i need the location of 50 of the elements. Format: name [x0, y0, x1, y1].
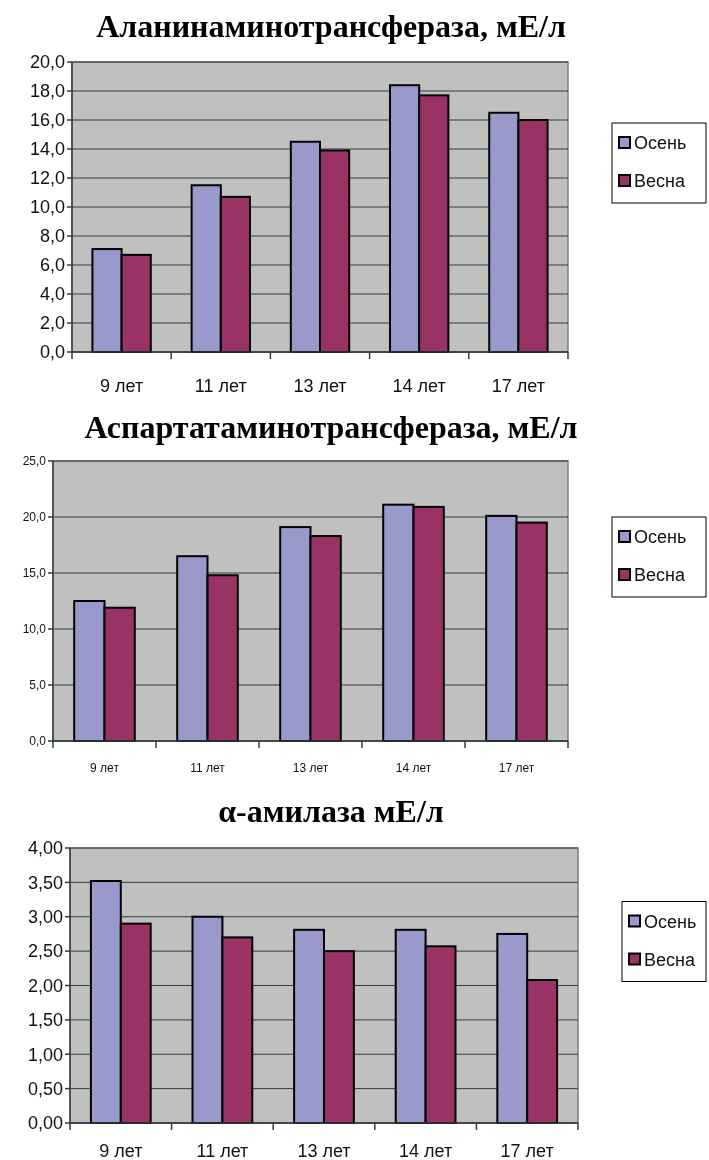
y-tick-label: 25,0: [22, 454, 47, 469]
x-tick-label: 17 лет: [491, 376, 545, 396]
y-tick-label: 20,0: [22, 510, 47, 525]
y-tick-label: 5,0: [29, 678, 47, 693]
x-tick-label: 11 лет: [194, 376, 247, 396]
y-tick-label: 12,0: [29, 168, 65, 189]
y-tick-label: 8,0: [39, 226, 65, 247]
y-tick-label: 1,50: [27, 1010, 63, 1031]
y-tick-label: 18,0: [29, 81, 65, 102]
chart-title: Аспартатаминотрансфераза, мЕ/л: [84, 409, 578, 445]
x-tick-label: 14 лет: [392, 376, 446, 396]
y-tick-label: 3,00: [27, 907, 63, 928]
x-tick-label: 11 лет: [190, 761, 226, 775]
y-tick-label: 10,0: [22, 622, 47, 637]
y-tick-label: 2,0: [39, 313, 65, 334]
legend-label: Весна: [644, 949, 696, 970]
x-tick-label: 13 лет: [293, 376, 347, 396]
y-tick-label: 4,00: [27, 838, 63, 859]
legend-label: Осень: [634, 527, 687, 548]
legend-label: Осень: [644, 911, 697, 932]
x-tick-label: 17 лет: [498, 761, 535, 775]
x-tick-label: 9 лет: [99, 1141, 143, 1160]
y-tick-label: 0,50: [27, 1078, 63, 1099]
y-tick-label: 20,0: [29, 52, 65, 73]
y-tick-label: 16,0: [29, 110, 65, 131]
legend-label: Осень: [634, 133, 687, 154]
chart-title: α-амилаза мЕ/л: [218, 793, 444, 829]
y-tick-label: 15,0: [22, 566, 47, 581]
legend-label: Весна: [634, 565, 686, 586]
y-tick-label: 1,00: [27, 1044, 63, 1065]
x-tick-label: 9 лет: [90, 761, 120, 775]
x-tick-label: 14 лет: [399, 1141, 453, 1160]
y-tick-label: 0,0: [29, 734, 47, 749]
legend-label: Весна: [634, 171, 686, 192]
x-tick-label: 11 лет: [196, 1141, 249, 1160]
y-tick-label: 2,50: [27, 941, 63, 962]
y-tick-label: 10,0: [29, 197, 65, 218]
x-tick-label: 14 лет: [395, 761, 432, 775]
y-tick-label: 2,00: [27, 975, 63, 996]
y-tick-label: 14,0: [29, 139, 65, 160]
y-tick-label: 3,50: [27, 872, 63, 893]
x-tick-label: 13 лет: [292, 761, 329, 775]
y-tick-label: 0,00: [27, 1113, 63, 1134]
y-tick-label: 4,0: [39, 284, 65, 305]
y-tick-label: 6,0: [39, 255, 65, 276]
y-tick-label: 0,0: [39, 342, 65, 363]
x-tick-label: 13 лет: [297, 1141, 351, 1160]
x-tick-label: 17 лет: [500, 1141, 554, 1160]
x-tick-label: 9 лет: [100, 376, 144, 396]
chart-title: Аланинаминотрансфераза, мЕ/л: [96, 8, 566, 44]
